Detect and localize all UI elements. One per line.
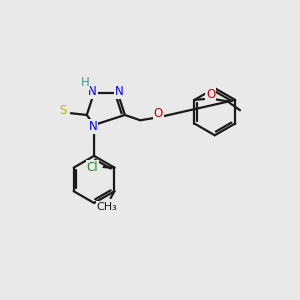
Text: N: N xyxy=(115,85,123,98)
Text: CH₃: CH₃ xyxy=(97,202,118,212)
Text: H: H xyxy=(81,76,90,89)
Text: N: N xyxy=(89,120,98,133)
Text: O: O xyxy=(154,107,163,120)
Text: S: S xyxy=(59,104,66,117)
Text: N: N xyxy=(88,85,97,98)
Text: O: O xyxy=(206,88,215,101)
Text: Cl: Cl xyxy=(86,160,98,174)
